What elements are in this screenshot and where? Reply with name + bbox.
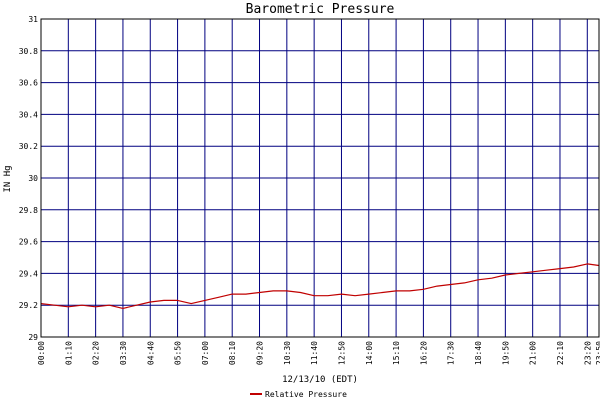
x-tick-label: 03:30 xyxy=(119,341,128,365)
y-tick-label: 29.4 xyxy=(19,269,38,278)
y-axis-label: IN Hg xyxy=(3,165,13,192)
y-tick-label: 29.2 xyxy=(19,301,38,310)
x-tick-label: 23:20 xyxy=(583,341,592,365)
y-tick-label: 30.8 xyxy=(19,47,38,56)
x-axis-label: 12/13/10 (EDT) xyxy=(282,375,358,385)
y-tick-label: 30.6 xyxy=(19,79,38,88)
x-tick-label: 00:00 xyxy=(37,341,46,365)
x-tick-label: 21:00 xyxy=(529,341,538,365)
x-tick-label: 01:10 xyxy=(64,341,73,365)
plot-series xyxy=(40,263,600,309)
plot-frame xyxy=(40,18,600,338)
y-tick-labels: 29 29.2 29.4 29.6 29.8 30 30.2 30.4 30.6 30.8 31 xyxy=(19,15,38,342)
y-tick-label: 29 xyxy=(28,333,38,342)
x-tick-label: 07:00 xyxy=(201,341,210,365)
y-tick-label: 29.6 xyxy=(19,238,38,247)
y-tick-label: 29.8 xyxy=(19,206,38,215)
x-tick-label: 19:50 xyxy=(501,341,510,365)
series-line-relative-pressure xyxy=(40,263,600,309)
x-tick-label: 08:10 xyxy=(228,341,237,365)
x-tick-label: 23:50 xyxy=(595,341,600,365)
grid-lines xyxy=(40,18,600,338)
y-tick-label: 31 xyxy=(28,15,38,24)
x-tick-label: 05:50 xyxy=(174,341,183,365)
y-tick-label: 30.4 xyxy=(19,110,38,119)
x-tick-label: 16:20 xyxy=(419,341,428,365)
x-tick-label: 22:10 xyxy=(556,341,565,365)
legend: Relative Pressure xyxy=(250,390,347,399)
x-tick-labels: 00:00 01:10 02:20 03:30 04:40 05:50 07:00 08:10… xyxy=(37,341,600,365)
y-tick-label: 30 xyxy=(28,174,38,183)
legend-label-relative-pressure: Relative Pressure xyxy=(265,390,347,399)
x-tick-label: 17:30 xyxy=(447,341,456,365)
x-tick-label: 18:40 xyxy=(474,341,483,365)
x-tick-label: 15:10 xyxy=(392,341,401,365)
x-tick-label: 02:20 xyxy=(92,341,101,365)
x-tick-label: 11:40 xyxy=(310,341,319,365)
x-tick-label: 04:40 xyxy=(146,341,155,365)
x-tick-label: 09:20 xyxy=(256,341,265,365)
x-tick-label: 10:30 xyxy=(283,341,292,365)
y-tick-label: 30.2 xyxy=(19,142,38,151)
chart-title: Barometric Pressure xyxy=(246,2,395,17)
x-tick-label: 12:50 xyxy=(337,341,346,365)
x-tick-label: 14:00 xyxy=(365,341,374,365)
